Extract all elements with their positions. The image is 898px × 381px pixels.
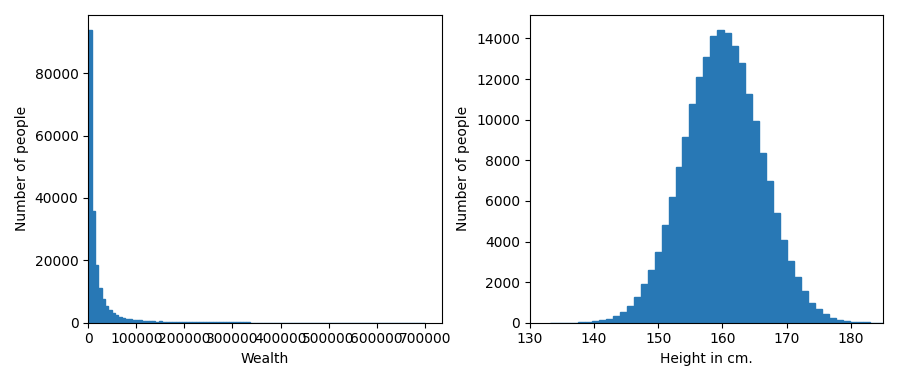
Bar: [142, 321, 145, 323]
Bar: [186, 322, 189, 323]
Bar: [682, 137, 690, 323]
Bar: [203, 322, 206, 323]
Bar: [753, 121, 759, 323]
Bar: [627, 306, 634, 323]
Bar: [710, 35, 718, 323]
Bar: [675, 167, 682, 323]
Bar: [718, 30, 725, 323]
Bar: [132, 320, 136, 323]
Bar: [159, 322, 163, 323]
Bar: [697, 77, 703, 323]
Bar: [138, 320, 142, 323]
Bar: [585, 322, 592, 323]
Bar: [169, 322, 172, 323]
Bar: [119, 317, 122, 323]
Bar: [690, 104, 697, 323]
Bar: [814, 309, 822, 323]
Bar: [801, 291, 808, 323]
Bar: [128, 319, 132, 323]
Bar: [125, 319, 128, 323]
Bar: [163, 322, 165, 323]
X-axis label: Wealth: Wealth: [241, 352, 289, 366]
Bar: [122, 318, 125, 323]
Bar: [773, 213, 780, 323]
Bar: [780, 240, 787, 323]
Bar: [669, 197, 675, 323]
Bar: [599, 320, 606, 323]
Bar: [857, 322, 864, 323]
Bar: [829, 318, 836, 323]
Bar: [745, 94, 753, 323]
Y-axis label: Number of people: Number of people: [456, 106, 471, 231]
Bar: [822, 314, 829, 323]
Bar: [613, 316, 620, 323]
Y-axis label: Number of people: Number of people: [15, 106, 29, 231]
Bar: [98, 288, 101, 323]
Bar: [176, 322, 179, 323]
Bar: [725, 33, 731, 323]
Bar: [88, 30, 92, 323]
Bar: [165, 322, 169, 323]
Bar: [836, 320, 842, 323]
Bar: [136, 320, 138, 323]
Bar: [115, 315, 119, 323]
Bar: [794, 277, 801, 323]
Bar: [738, 63, 745, 323]
Bar: [172, 322, 176, 323]
Bar: [655, 252, 662, 323]
Bar: [641, 284, 647, 323]
Bar: [620, 312, 627, 323]
Bar: [111, 313, 115, 323]
Bar: [149, 321, 152, 323]
Bar: [189, 322, 192, 323]
Bar: [592, 322, 599, 323]
Bar: [192, 322, 196, 323]
Bar: [634, 297, 641, 323]
Bar: [731, 46, 738, 323]
Bar: [109, 310, 111, 323]
Bar: [662, 225, 669, 323]
Bar: [808, 303, 814, 323]
Bar: [606, 319, 613, 323]
Bar: [759, 153, 766, 323]
Bar: [105, 306, 109, 323]
Bar: [155, 322, 159, 323]
Bar: [703, 57, 710, 323]
Bar: [92, 211, 95, 323]
Bar: [647, 270, 655, 323]
Bar: [199, 322, 203, 323]
Bar: [196, 322, 199, 323]
Bar: [787, 261, 794, 323]
Bar: [101, 299, 105, 323]
Bar: [842, 321, 850, 323]
Bar: [145, 321, 149, 323]
Bar: [766, 181, 773, 323]
Bar: [95, 265, 98, 323]
Bar: [152, 322, 155, 323]
Bar: [182, 322, 186, 323]
X-axis label: Height in cm.: Height in cm.: [660, 352, 753, 366]
Bar: [179, 322, 182, 323]
Bar: [850, 322, 857, 323]
